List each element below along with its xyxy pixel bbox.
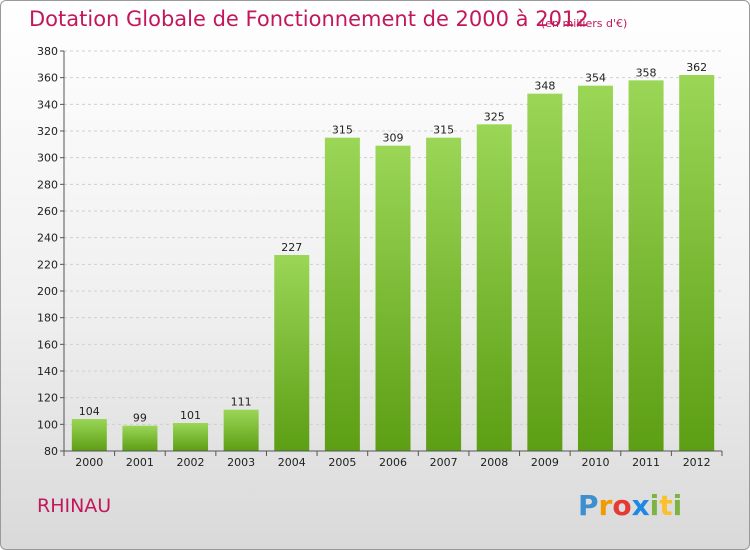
data-label: 348 bbox=[534, 80, 555, 93]
bar bbox=[375, 145, 411, 451]
commune-name: RHINAU bbox=[37, 495, 112, 517]
y-tick-label: 280 bbox=[37, 178, 58, 191]
y-tick-label: 340 bbox=[37, 98, 58, 111]
x-tick-label: 2012 bbox=[683, 456, 711, 469]
data-label: 358 bbox=[636, 66, 657, 79]
data-label: 111 bbox=[231, 396, 252, 409]
x-tick-label: 2001 bbox=[126, 456, 154, 469]
x-tick-label: 2004 bbox=[278, 456, 306, 469]
y-tick-label: 320 bbox=[37, 125, 58, 138]
y-tick-label: 200 bbox=[37, 285, 58, 298]
x-tick-label: 2008 bbox=[480, 456, 508, 469]
y-tick-label: 140 bbox=[37, 365, 58, 378]
y-tick-label: 380 bbox=[37, 45, 58, 58]
data-label: 315 bbox=[332, 124, 353, 137]
x-axis: 2000 2001 2002 2003 2004 2005 2006 2007 2008 2009… bbox=[63, 450, 723, 469]
bar bbox=[173, 423, 209, 451]
y-tick-label: 80 bbox=[44, 445, 58, 458]
data-label: 104 bbox=[79, 405, 100, 418]
bar bbox=[476, 124, 512, 451]
x-tick-label: 2006 bbox=[379, 456, 407, 469]
y-tick-label: 220 bbox=[37, 258, 58, 271]
bar bbox=[122, 425, 158, 451]
data-label: 354 bbox=[585, 72, 606, 85]
x-tick-label: 2002 bbox=[177, 456, 205, 469]
y-axis: 80 100 120 140 160 180 200 220 240 260 280 300 320 34… bbox=[37, 45, 65, 458]
chart-title: Dotation Globale de Fonctionnement de 20… bbox=[29, 7, 589, 31]
data-label: 315 bbox=[433, 124, 454, 137]
bars bbox=[71, 75, 715, 452]
bar bbox=[223, 409, 259, 451]
bar bbox=[426, 137, 462, 451]
y-tick-label: 240 bbox=[37, 232, 58, 245]
proxiti-logo[interactable]: Proxiti bbox=[578, 489, 683, 522]
bar bbox=[577, 85, 613, 452]
x-tick-label: 2007 bbox=[430, 456, 458, 469]
data-label: 309 bbox=[383, 132, 404, 145]
y-tick-label: 100 bbox=[37, 418, 58, 431]
data-label: 101 bbox=[180, 409, 201, 422]
value-labels: 104 99 101 111 227 315 309 315 325 348 354 358 362 bbox=[79, 61, 707, 425]
bar bbox=[274, 255, 310, 451]
data-label: 325 bbox=[484, 110, 505, 123]
x-tick-label: 2005 bbox=[328, 456, 356, 469]
x-tick-label: 2011 bbox=[632, 456, 660, 469]
y-tick-label: 300 bbox=[37, 152, 58, 165]
chart-subtitle: (en milliers d'€) bbox=[541, 17, 628, 30]
x-tick-label: 2010 bbox=[581, 456, 609, 469]
x-tick-label: 2009 bbox=[531, 456, 559, 469]
bar bbox=[628, 80, 664, 451]
y-tick-label: 360 bbox=[37, 72, 58, 85]
data-label: 362 bbox=[686, 61, 707, 74]
x-tick-label: 2000 bbox=[75, 456, 103, 469]
y-tick-label: 180 bbox=[37, 312, 58, 325]
bar bbox=[679, 75, 715, 451]
bar bbox=[71, 419, 107, 451]
data-label: 227 bbox=[281, 241, 302, 254]
y-tick-label: 160 bbox=[37, 338, 58, 351]
y-tick-label: 120 bbox=[37, 392, 58, 405]
y-tick-label: 260 bbox=[37, 205, 58, 218]
data-label: 99 bbox=[133, 412, 147, 425]
x-tick-label: 2003 bbox=[227, 456, 255, 469]
bar bbox=[527, 93, 563, 452]
bar bbox=[324, 137, 360, 451]
